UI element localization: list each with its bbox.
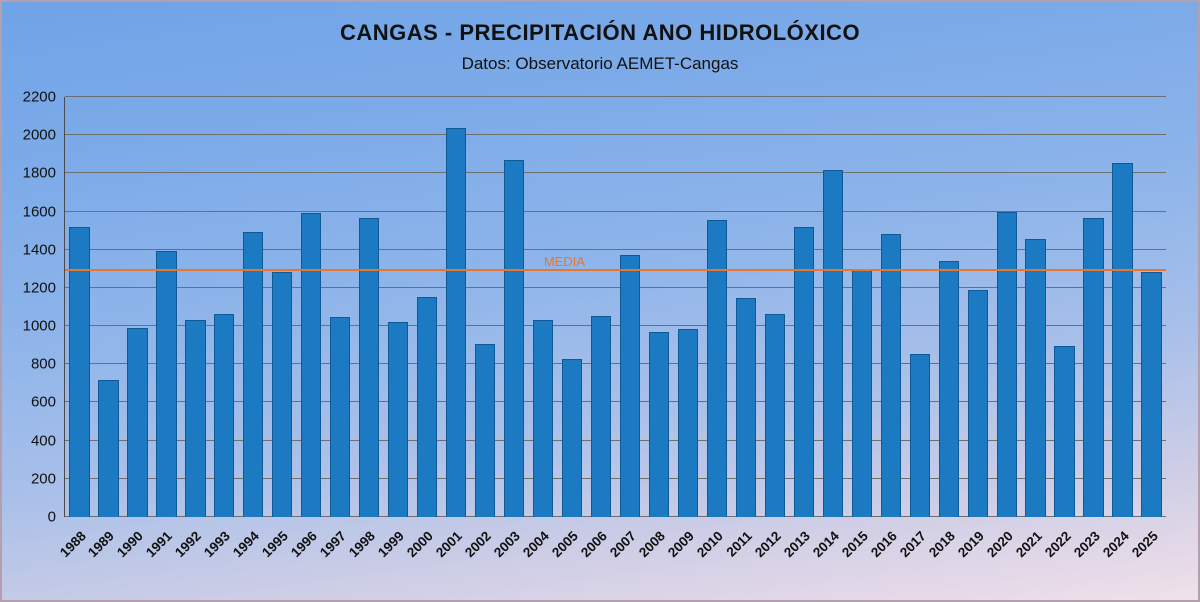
bar-1992 (185, 320, 206, 517)
bar-2004 (532, 320, 554, 517)
bar-2011 (735, 298, 757, 517)
media-line (65, 268, 1166, 271)
y-axis-tick-label-1000: 1000 (22, 317, 56, 335)
bar-2006 (590, 315, 612, 517)
bar-2022 (1054, 346, 1075, 517)
gridline-1200 (65, 286, 1166, 288)
gridline-1400 (65, 248, 1166, 250)
y-axis-tick-label-0: 0 (47, 508, 56, 526)
bar-1996 (301, 213, 322, 517)
bar-2021 (1025, 239, 1046, 517)
y-axis-tick-label-400: 400 (30, 432, 56, 450)
x-axis-tick-labels: 1988 1989 1990 1991 1992 1993 1994 1995 1996 1997… (57, 521, 1165, 591)
bar-2016 (880, 233, 901, 517)
chart-title: CANGAS - PRECIPITACIÓN ANO HIDROLÓXICO (339, 20, 861, 45)
y-axis-tick-label-2000: 2000 (22, 126, 56, 144)
gridline-800 (65, 363, 1166, 365)
gridline-400 (65, 439, 1166, 441)
bar-2023 (1083, 218, 1104, 517)
y-axis-tick-label-2200: 2200 (22, 88, 56, 106)
bar-1997 (330, 316, 351, 517)
bar-1993 (214, 313, 235, 517)
bar-1991 (156, 250, 177, 517)
bar-2010 (706, 220, 728, 517)
bar-2018 (938, 261, 959, 517)
y-axis-tick-label-1200: 1200 (22, 279, 56, 297)
bar-2020 (996, 211, 1017, 517)
bar-1999 (388, 322, 409, 517)
bar-2014 (822, 169, 843, 517)
bar-2005 (561, 358, 583, 517)
gridline-1800 (65, 172, 1166, 174)
bar-1998 (359, 218, 380, 517)
bar-2002 (474, 344, 496, 517)
chart-subtitle: Datos: Observatorio AEMET-Cangas (461, 54, 739, 73)
bar-1989 (98, 379, 119, 517)
bar-2017 (909, 353, 930, 517)
bar-2009 (677, 328, 699, 517)
bar-2013 (793, 226, 814, 517)
bar-2001 (446, 127, 467, 517)
bar-1988 (69, 226, 90, 517)
bar-1994 (243, 231, 264, 517)
media-label: MEDIA (543, 253, 586, 269)
gridline-2200 (65, 96, 1166, 97)
gridline-600 (65, 401, 1166, 403)
y-axis-tick-label-800: 800 (30, 355, 56, 373)
bar-2015 (851, 269, 872, 517)
bar-2003 (503, 160, 525, 517)
plot-area: 0 200 400 600 800 1000 1200 1400 1600 1800 2000 220… (23, 90, 1166, 525)
y-axis-tick-label-200: 200 (30, 470, 56, 488)
gridline-0 (65, 516, 1166, 517)
y-axis-tick-label-1400: 1400 (22, 241, 56, 259)
bar-2007 (619, 255, 641, 517)
y-axis-tick-label-1600: 1600 (22, 203, 56, 221)
bar-2000 (417, 297, 438, 517)
y-axis-tick-label-1800: 1800 (22, 164, 56, 182)
bar-2025 (1141, 271, 1162, 517)
bar-series-precipitation (65, 97, 1166, 517)
bar-1990 (127, 328, 148, 517)
bar-2024 (1112, 162, 1133, 517)
gridline-1000 (65, 325, 1166, 327)
bar-2019 (967, 289, 988, 517)
gridline-2000 (65, 134, 1166, 136)
bar-1995 (272, 271, 293, 517)
y-axis-tick-label-600: 600 (30, 393, 56, 411)
gridline-200 (65, 477, 1166, 479)
gridline-1600 (65, 210, 1166, 212)
bar-2012 (764, 313, 785, 517)
bar-2008 (648, 331, 670, 517)
